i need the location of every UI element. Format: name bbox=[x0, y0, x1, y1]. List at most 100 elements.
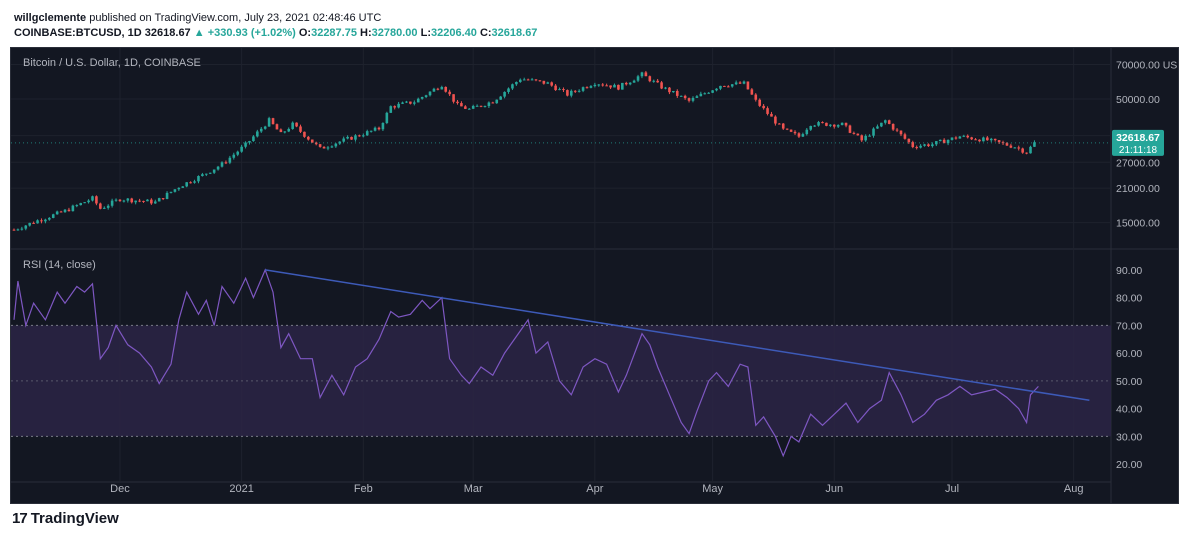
candle-body bbox=[621, 82, 624, 90]
close-value: 32618.67 bbox=[491, 27, 538, 39]
candle-body bbox=[44, 219, 47, 222]
candle-body bbox=[966, 135, 970, 138]
candle-body bbox=[1017, 147, 1021, 149]
candle-body bbox=[538, 80, 542, 82]
time-axis-label: Apr bbox=[586, 483, 603, 495]
candle-body bbox=[67, 209, 71, 212]
candle-body bbox=[762, 105, 765, 109]
time-axis-label: May bbox=[702, 483, 723, 495]
candle-body bbox=[409, 101, 412, 104]
candle-body bbox=[832, 124, 836, 127]
candle-body bbox=[817, 122, 820, 126]
candle-body bbox=[448, 91, 451, 95]
candle-body bbox=[181, 186, 185, 188]
candle-body bbox=[314, 142, 318, 145]
candle-body bbox=[110, 200, 114, 206]
candle-body bbox=[389, 106, 393, 113]
candle-body bbox=[354, 135, 357, 140]
candle-body bbox=[444, 86, 448, 92]
candle-body bbox=[770, 113, 773, 117]
candle-body bbox=[212, 169, 216, 173]
candle-body bbox=[503, 91, 506, 97]
candle-body bbox=[727, 86, 730, 88]
symbol-label: COINBASE:BTCUSD, 1D bbox=[14, 27, 142, 39]
candle-body bbox=[28, 222, 31, 226]
candle-body bbox=[377, 127, 381, 130]
candle-body bbox=[672, 90, 675, 93]
open-label: O: bbox=[298, 27, 312, 39]
candle-body bbox=[1009, 145, 1013, 148]
chart-canvas[interactable]: Dec 2021 Feb Mar Apr May Jun Jul Aug 15000.00 2100… bbox=[11, 48, 1178, 503]
candle-body bbox=[797, 133, 801, 137]
candle-body bbox=[895, 129, 899, 131]
candle-body bbox=[640, 72, 644, 77]
candle-body bbox=[880, 122, 883, 127]
author-name[interactable]: willgclemente bbox=[14, 12, 87, 24]
candle-body bbox=[201, 174, 204, 177]
candle-body bbox=[605, 85, 608, 87]
candle-body bbox=[334, 143, 338, 147]
candle-body bbox=[318, 144, 322, 147]
candle-body bbox=[24, 225, 28, 229]
time-axis-label: Mar bbox=[464, 483, 483, 495]
candle-body bbox=[907, 138, 911, 143]
price-axis-label: 15000.00 bbox=[1116, 218, 1160, 230]
candle-body bbox=[420, 96, 424, 99]
price-change: +330.93 (+1.02%) bbox=[207, 27, 296, 39]
candle-body bbox=[267, 118, 271, 127]
candle-body bbox=[279, 129, 283, 133]
candle-body bbox=[153, 201, 157, 204]
price-axis-label: 50000.00 bbox=[1116, 94, 1160, 106]
candle-body bbox=[993, 138, 997, 141]
time-axis-label: Feb bbox=[354, 483, 373, 495]
candle-body bbox=[99, 203, 102, 209]
candle-body bbox=[479, 105, 483, 107]
candle-body bbox=[935, 141, 938, 145]
candle-body bbox=[401, 102, 404, 104]
candle-body bbox=[962, 135, 966, 137]
candle-body bbox=[248, 141, 251, 143]
candle-body bbox=[271, 118, 275, 125]
chart-panel[interactable]: Dec 2021 Feb Mar Apr May Jun Jul Aug 15000.00 2100… bbox=[10, 47, 1179, 504]
candle-body bbox=[256, 131, 259, 137]
candle-body bbox=[785, 128, 789, 130]
time-axis-label: Jul bbox=[945, 483, 959, 495]
candle-body bbox=[570, 90, 573, 96]
candle-body bbox=[946, 139, 950, 144]
high-label: H: bbox=[360, 27, 372, 39]
candle-body bbox=[106, 205, 110, 208]
candle-body bbox=[224, 162, 228, 164]
candle-body bbox=[931, 144, 934, 147]
candle-body bbox=[460, 103, 463, 107]
low-label: L: bbox=[420, 27, 431, 39]
candle-body bbox=[91, 196, 94, 201]
candle-body bbox=[903, 134, 907, 139]
candle-body bbox=[730, 84, 734, 87]
candle-body bbox=[805, 129, 809, 135]
candle-body bbox=[613, 84, 616, 88]
candle-body bbox=[852, 132, 856, 134]
candle-body bbox=[1013, 147, 1017, 149]
chart-header: willgclemente published on TradingView.c… bbox=[14, 11, 537, 41]
candle-body bbox=[358, 135, 361, 137]
candle-body bbox=[432, 88, 436, 92]
rsi-line bbox=[13, 268, 1039, 458]
candle-body bbox=[381, 122, 385, 130]
candle-body bbox=[393, 106, 396, 108]
candle-body bbox=[1033, 142, 1036, 147]
candle-body bbox=[307, 136, 310, 140]
candle-body bbox=[872, 128, 875, 136]
candle-body bbox=[75, 205, 79, 207]
candle-body bbox=[342, 138, 345, 142]
candle-body bbox=[723, 85, 726, 87]
candle-body bbox=[118, 199, 122, 202]
candle-body bbox=[774, 116, 777, 124]
candle-body bbox=[660, 82, 663, 89]
candle-body bbox=[644, 72, 648, 77]
candle-body bbox=[240, 146, 243, 152]
candle-body bbox=[126, 198, 130, 201]
candle-body bbox=[707, 92, 710, 94]
candle-body bbox=[844, 122, 848, 126]
candle-body bbox=[362, 135, 365, 137]
candle-body bbox=[83, 202, 86, 204]
